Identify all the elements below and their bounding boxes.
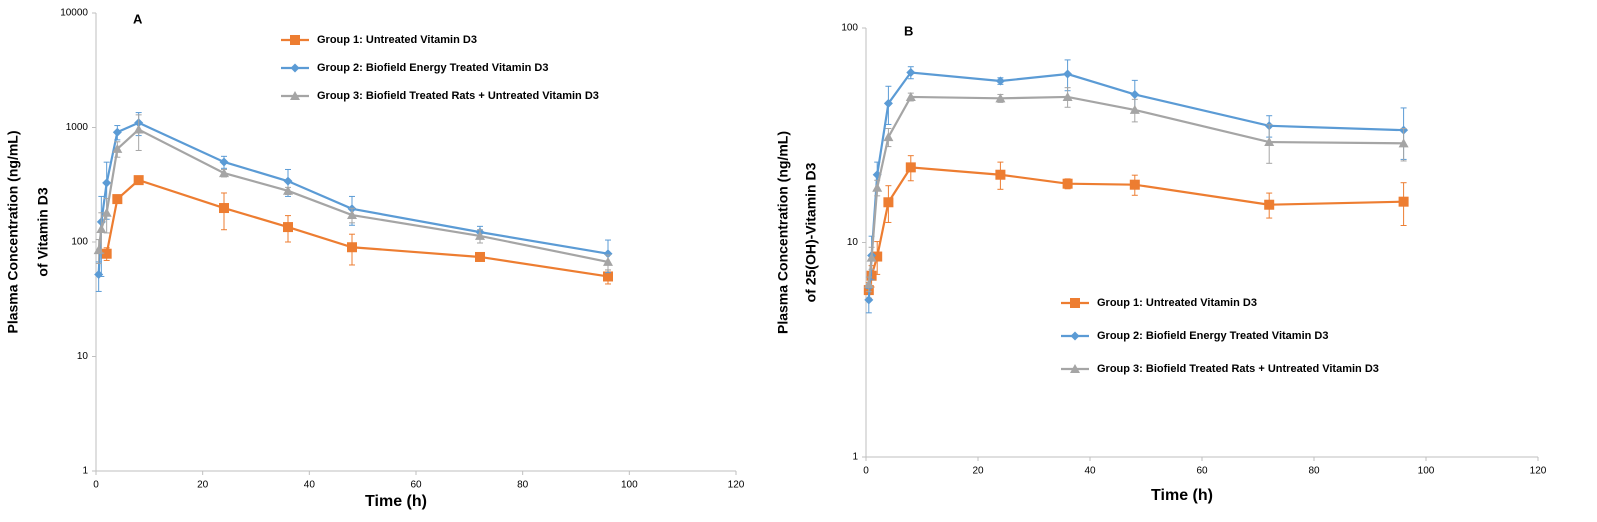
marker [475, 251, 485, 262]
marker [864, 295, 874, 305]
marker [101, 248, 112, 259]
marker [112, 194, 123, 205]
marker [883, 197, 894, 208]
y-tick-label: 1000 [66, 122, 89, 133]
marker [112, 143, 123, 153]
x-tick-label: 40 [1084, 466, 1096, 477]
marker [290, 35, 300, 45]
series-line [97, 128, 609, 263]
marker [1063, 69, 1073, 79]
y-tick-label: 10000 [60, 8, 88, 19]
marker [283, 176, 293, 186]
x-tick-label: 100 [1418, 466, 1435, 477]
legend-label: Group 2: Biofield Energy Treated Vitamin… [317, 62, 548, 74]
y-tick-label: 1 [852, 452, 858, 463]
y-tick-label: 10 [77, 351, 89, 362]
marker [219, 203, 229, 214]
y-axis-label: of Vitamin D3 [35, 187, 51, 276]
y-tick-label: 1 [82, 466, 88, 477]
marker [1129, 179, 1140, 190]
marker [995, 76, 1005, 86]
marker [96, 223, 107, 233]
marker [906, 68, 916, 78]
series-line [867, 95, 1404, 285]
y-tick-label: 100 [71, 237, 88, 248]
marker [112, 127, 122, 137]
marker [1130, 89, 1140, 99]
series-line [97, 121, 609, 275]
marker [101, 207, 112, 217]
marker [1264, 137, 1275, 147]
marker [603, 249, 613, 259]
x-axis-label: Time (h) [1151, 487, 1213, 504]
y-tick-label: 10 [847, 237, 859, 248]
marker [347, 242, 357, 253]
panel-label: A [133, 11, 143, 26]
legend-label: Group 1: Untreated Vitamin D3 [317, 34, 477, 46]
marker [1129, 104, 1140, 114]
marker [1070, 298, 1080, 308]
marker [603, 256, 613, 266]
x-tick-label: 120 [728, 480, 745, 491]
marker [866, 252, 877, 262]
marker [283, 185, 293, 195]
marker [883, 132, 894, 142]
marker [1398, 196, 1409, 207]
marker [94, 270, 104, 280]
marker [133, 175, 144, 186]
x-tick-label: 0 [863, 466, 869, 477]
x-tick-label: 0 [93, 480, 99, 491]
legend-label: Group 2: Biofield Energy Treated Vitamin… [1097, 330, 1328, 342]
marker [1062, 178, 1073, 189]
marker [219, 168, 229, 178]
marker [1398, 138, 1409, 148]
x-tick-label: 20 [197, 480, 209, 491]
x-tick-label: 60 [410, 480, 422, 491]
marker [905, 91, 916, 101]
y-axis-label: of 25(OH)-Vitamin D3 [803, 162, 819, 302]
x-tick-label: 60 [1196, 466, 1208, 477]
marker [1070, 364, 1080, 373]
marker [995, 169, 1006, 180]
marker [1070, 331, 1080, 341]
marker [1264, 199, 1275, 210]
marker [905, 162, 916, 173]
legend-label: Group 3: Biofield Treated Rats + Untreat… [317, 90, 599, 102]
marker [93, 245, 104, 255]
y-tick-label: 100 [841, 23, 858, 34]
marker [995, 93, 1006, 103]
marker [290, 63, 300, 73]
marker [475, 230, 485, 240]
marker [883, 98, 893, 108]
x-tick-label: 80 [517, 480, 529, 491]
x-tick-label: 80 [1308, 466, 1320, 477]
marker [863, 279, 874, 289]
marker [872, 251, 883, 262]
series-line [105, 178, 609, 278]
marker [1062, 91, 1073, 101]
panel-label: B [904, 23, 913, 38]
legend-label: Group 3: Biofield Treated Rats + Untreat… [1097, 363, 1379, 375]
x-tick-label: 120 [1530, 466, 1547, 477]
marker [347, 210, 357, 220]
x-tick-label: 100 [621, 480, 638, 491]
x-tick-label: 40 [304, 480, 316, 491]
marker [603, 271, 613, 282]
y-axis-label: Plasma Concentration (ng/mL) [5, 130, 21, 333]
marker [133, 124, 144, 134]
marker [283, 222, 293, 233]
y-axis-label: Plasma Concentration (ng/mL) [775, 131, 791, 334]
marker [102, 178, 112, 188]
x-axis-label: Time (h) [365, 493, 427, 510]
marker [872, 182, 883, 192]
marker [290, 91, 300, 100]
x-tick-label: 20 [972, 466, 984, 477]
legend-label: Group 1: Untreated Vitamin D3 [1097, 297, 1257, 309]
marker [219, 157, 229, 167]
